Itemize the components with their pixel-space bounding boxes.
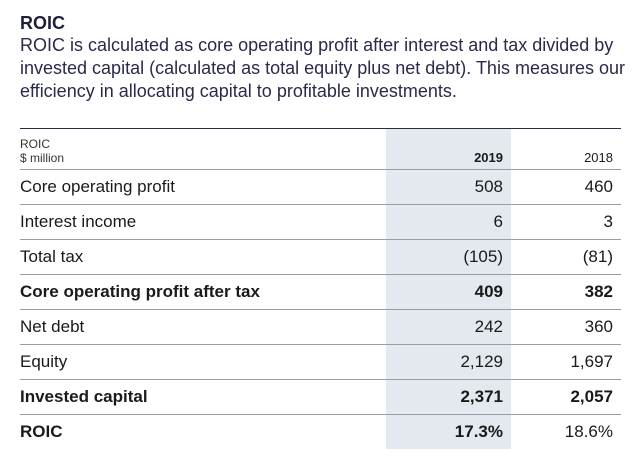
value-2019: (105) xyxy=(386,239,511,275)
header-2019: 2019 xyxy=(386,129,511,170)
table-row: Equity 2,129 1,697 xyxy=(20,344,621,380)
value-2019: 242 xyxy=(386,309,511,345)
table-row: Core operating profit 508 460 xyxy=(20,169,621,205)
value-2019: 17.3% xyxy=(386,414,511,449)
header-2018: 2018 xyxy=(511,129,621,170)
table-row: Net debt 242 360 xyxy=(20,309,621,345)
table-top-rule xyxy=(20,128,621,129)
section-title: ROIC xyxy=(20,13,65,33)
value-2018: 460 xyxy=(511,169,621,205)
header-label-line1: ROIC xyxy=(20,137,50,151)
row-label: Core operating profit after tax xyxy=(20,274,386,310)
table-row: ROIC 17.3% 18.6% xyxy=(20,414,621,449)
row-label: ROIC xyxy=(20,422,63,441)
table-header-row: ROIC $ million 2019 2018 xyxy=(20,129,621,170)
row-label: Net debt xyxy=(20,309,386,345)
table-row: Total tax (105) (81) xyxy=(20,239,621,275)
table-row: Core operating profit after tax 409 382 xyxy=(20,274,621,310)
roic-section: ROIC ROIC is calculated as core operatin… xyxy=(20,12,625,103)
roic-table: ROIC $ million 2019 2018 Core operating … xyxy=(20,129,621,449)
value-2019: 6 xyxy=(386,204,511,240)
value-2018: 382 xyxy=(511,274,621,310)
section-description: ROIC is calculated as core operating pro… xyxy=(20,35,625,101)
table-row: Invested capital 2,371 2,057 xyxy=(20,379,621,415)
row-label: Core operating profit xyxy=(20,169,386,205)
row-label: Equity xyxy=(20,344,386,380)
row-label: Total tax xyxy=(20,239,386,275)
value-2019: 508 xyxy=(386,169,511,205)
row-label: Invested capital xyxy=(20,379,386,415)
header-label-cell: ROIC $ million xyxy=(20,129,386,170)
value-2018: 2,057 xyxy=(511,379,621,415)
value-2019: 409 xyxy=(386,274,511,310)
roic-table-container: ROIC $ million 2019 2018 Core operating … xyxy=(20,128,621,449)
value-2018: (81) xyxy=(511,239,621,275)
value-2019: 2,129 xyxy=(386,344,511,380)
value-2018: 18.6% xyxy=(564,422,613,441)
value-2019: 2,371 xyxy=(386,379,511,415)
header-label-line2: $ million xyxy=(20,151,65,165)
value-2018: 360 xyxy=(511,309,621,345)
table-row: Interest income 6 3 xyxy=(20,204,621,240)
value-2018: 3 xyxy=(511,204,621,240)
value-2018: 1,697 xyxy=(511,344,621,380)
row-label: Interest income xyxy=(20,204,386,240)
